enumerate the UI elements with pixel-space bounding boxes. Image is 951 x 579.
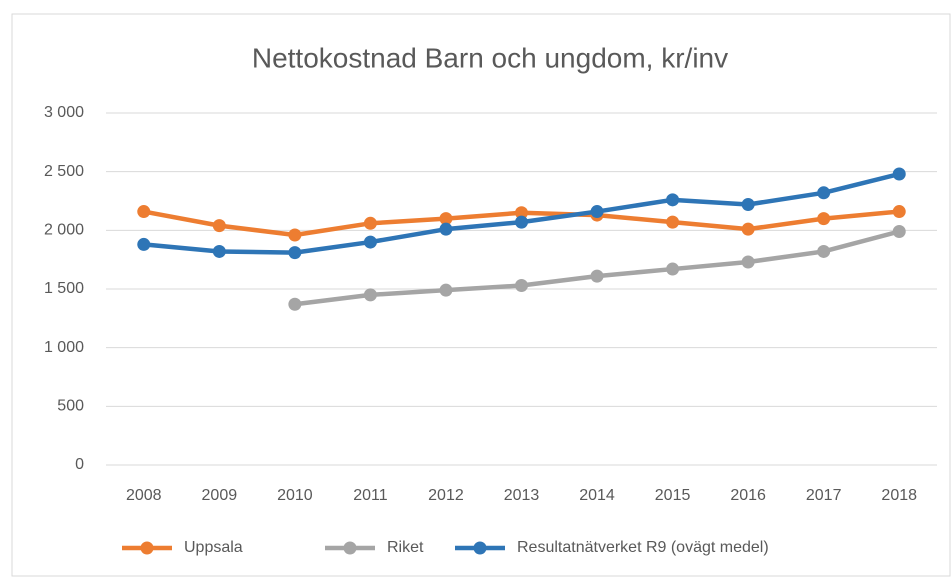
point xyxy=(666,215,680,229)
legend-marker xyxy=(140,541,154,555)
point xyxy=(439,283,453,297)
point xyxy=(363,288,377,302)
x-tick-label: 2015 xyxy=(655,487,691,504)
x-tick-label: 2018 xyxy=(881,487,917,504)
x-tick-label: 2009 xyxy=(202,487,238,504)
legend-marker xyxy=(473,541,487,555)
legend-label: Riket xyxy=(387,539,424,556)
point xyxy=(817,212,831,226)
x-tick-label: 2014 xyxy=(579,487,615,504)
x-tick-label: 2016 xyxy=(730,487,766,504)
point xyxy=(363,235,377,249)
x-tick-label: 2017 xyxy=(806,487,842,504)
point xyxy=(515,215,528,229)
legend-label: Uppsala xyxy=(184,539,243,556)
x-tick-label: 2008 xyxy=(126,487,162,504)
y-tick-label: 3 000 xyxy=(44,104,84,121)
point xyxy=(590,205,604,219)
y-tick-label: 2 500 xyxy=(44,163,84,180)
y-tick-label: 500 xyxy=(57,398,84,415)
point xyxy=(590,269,604,283)
point xyxy=(892,167,906,181)
chart-frame xyxy=(11,13,951,577)
point xyxy=(741,255,755,269)
point xyxy=(137,237,151,251)
point xyxy=(666,262,680,276)
point xyxy=(741,222,755,236)
chart-title: Nettokostnad Barn och ungdom, kr/inv xyxy=(252,42,728,73)
point xyxy=(892,225,906,239)
point xyxy=(439,212,453,226)
x-tick-label: 2013 xyxy=(504,487,540,504)
point xyxy=(212,219,226,233)
point xyxy=(515,278,528,292)
y-tick-label: 1 000 xyxy=(44,339,84,356)
point xyxy=(817,186,831,200)
legend-label: Resultatnätverket R9 (ovägt medel) xyxy=(517,539,769,556)
y-tick-label: 0 xyxy=(75,456,84,473)
point xyxy=(439,222,453,236)
y-tick-label: 2 000 xyxy=(44,222,84,239)
point xyxy=(288,228,302,242)
x-tick-label: 2011 xyxy=(353,487,388,504)
point xyxy=(137,205,151,219)
x-tick-label: 2012 xyxy=(428,487,464,504)
x-tick-label: 2010 xyxy=(277,487,313,504)
point xyxy=(741,198,755,212)
point xyxy=(666,193,680,207)
point xyxy=(363,216,377,230)
point xyxy=(515,206,528,220)
legend-marker xyxy=(343,541,357,555)
y-tick-label: 1 500 xyxy=(44,280,84,297)
point xyxy=(892,205,906,219)
point xyxy=(212,244,226,258)
point xyxy=(817,244,831,258)
point xyxy=(288,297,302,311)
point xyxy=(288,246,302,260)
